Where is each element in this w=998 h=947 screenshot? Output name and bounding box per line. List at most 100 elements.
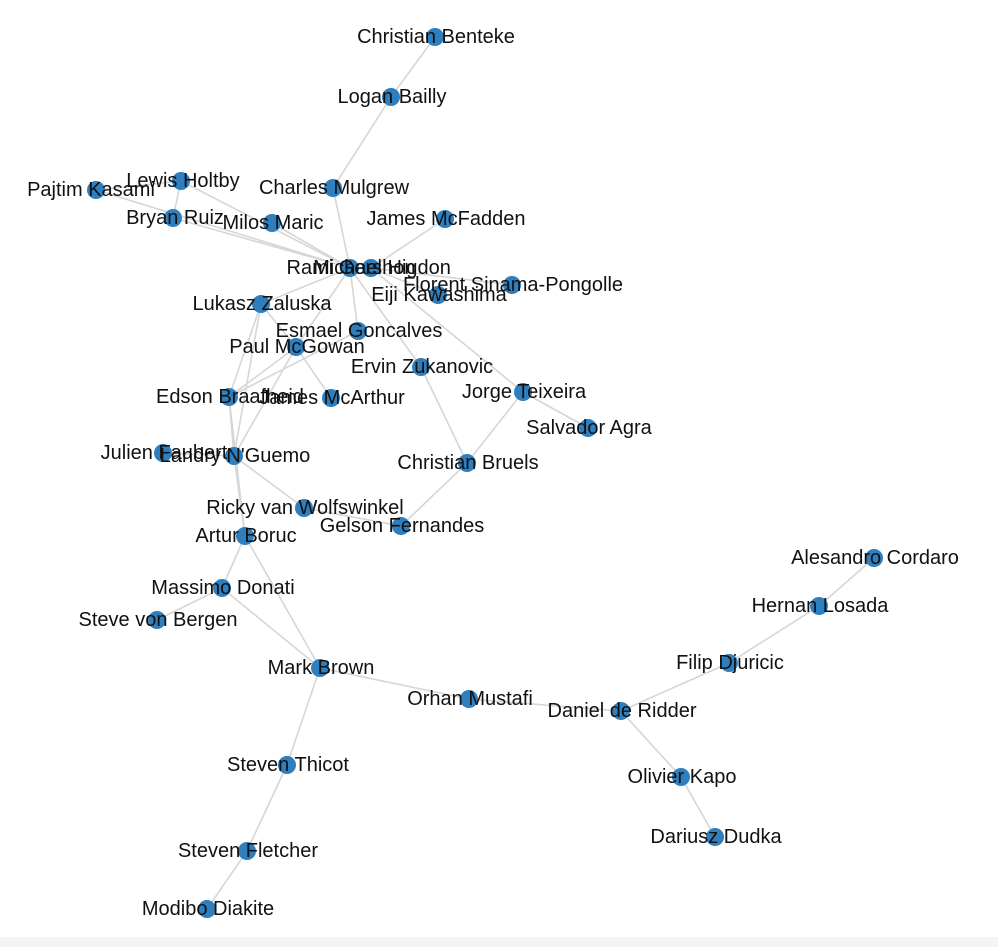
node-rami_gershon[interactable] xyxy=(341,259,359,277)
node-label-pajtim_kasami: Pajtim Kasami xyxy=(27,179,155,201)
node-label-bryan_ruiz: Bryan Ruiz xyxy=(126,207,224,229)
node-steven_thicot[interactable] xyxy=(278,756,296,774)
edge-hernan_losada-filip_djuricic xyxy=(728,605,820,664)
node-julien_faubert[interactable] xyxy=(154,444,172,462)
node-label-eiji_kawashima: Eiji Kawashima xyxy=(371,284,507,306)
edge-lukasz_zaluska-edson_braafheid xyxy=(228,303,262,398)
edge-orhan_mustafi-daniel_de_ridder xyxy=(468,698,622,712)
node-steve_von_bergen[interactable] xyxy=(148,611,166,629)
node-label-milos_maric: Milos Maric xyxy=(222,212,323,234)
node-orhan_mustafi[interactable] xyxy=(460,690,478,708)
edge-filip_djuricic-daniel_de_ridder xyxy=(620,662,730,712)
node-james_mcarthur[interactable] xyxy=(322,389,340,407)
node-milos_maric[interactable] xyxy=(263,214,281,232)
node-label-james_mcfadden: James McFadden xyxy=(367,208,526,230)
node-bryan_ruiz[interactable] xyxy=(164,209,182,227)
edge-paul_mcgowan-landry_nguemo xyxy=(233,346,297,457)
edge-paul_mcgowan-james_mcarthur xyxy=(295,346,332,399)
edge-landry_nguemo-ricky_van_wolfswinkel xyxy=(233,455,305,509)
node-label-daniel_de_ridder: Daniel de Ridder xyxy=(548,700,697,722)
node-florent_sinama_pongolle[interactable] xyxy=(503,276,521,294)
edge-rami_gershon-paul_mcgowan xyxy=(295,267,351,348)
node-michael_higdon[interactable] xyxy=(362,259,380,277)
edge-steven_fletcher-modibo_diakite xyxy=(206,850,248,910)
node-landry_nguemo[interactable] xyxy=(225,447,243,465)
edge-lukasz_zaluska-paul_mcgowan xyxy=(260,303,297,348)
edge-christian_bruels-gelson_fernandes xyxy=(400,462,468,527)
node-label-steven_thicot: Steven Thicot xyxy=(227,754,349,776)
node-paul_mcgowan[interactable] xyxy=(287,338,305,356)
edge-michael_higdon-eiji_kawashima xyxy=(370,267,439,296)
edge-massimo_donati-mark_brown xyxy=(221,587,321,669)
node-edson_braafheid[interactable] xyxy=(220,388,238,406)
node-label-ricky_van_wolfswinkel: Ricky van Wolfswinkel xyxy=(206,497,403,519)
node-christian_benteke[interactable] xyxy=(426,28,444,46)
node-label-landry_nguemo: Landry N'Guemo xyxy=(160,445,311,467)
node-olivier_kapo[interactable] xyxy=(672,768,690,786)
edge-olivier_kapo-dariusz_dudka xyxy=(680,776,716,838)
node-mark_brown[interactable] xyxy=(311,659,329,677)
node-gelson_fernandes[interactable] xyxy=(392,517,410,535)
node-christian_bruels[interactable] xyxy=(458,454,476,472)
node-charles_mulgrew[interactable] xyxy=(324,179,342,197)
edge-mark_brown-orhan_mustafi xyxy=(319,667,470,700)
node-esmael_goncalves[interactable] xyxy=(349,322,367,340)
node-james_mcfadden[interactable] xyxy=(436,210,454,228)
edge-esmael_goncalves-edson_braafheid xyxy=(228,330,359,398)
node-label-salvador_agra: Salvador Agra xyxy=(526,417,653,439)
node-label-christian_benteke: Christian Benteke xyxy=(357,26,515,48)
edge-milos_maric-rami_gershon xyxy=(271,222,351,269)
node-steven_fletcher[interactable] xyxy=(238,842,256,860)
edge-lukasz_zaluska-landry_nguemo xyxy=(233,303,262,457)
node-label-esmael_goncalves: Esmael Goncalves xyxy=(276,320,443,342)
edge-artur_boruc-mark_brown xyxy=(244,535,321,669)
node-lewis_holtby[interactable] xyxy=(172,172,190,190)
node-jorge_teixeira[interactable] xyxy=(514,383,532,401)
edge-rami_gershon-esmael_goncalves xyxy=(349,267,359,332)
edge-landry_nguemo-artur_boruc xyxy=(233,455,246,537)
node-label-ervin_zukanovic: Ervin Zukanovic xyxy=(351,356,493,378)
graph-labels: Christian Benteke Logan Bailly Charles Mul… xyxy=(27,26,959,920)
edge-daniel_de_ridder-olivier_kapo xyxy=(620,710,682,778)
node-label-steve_von_bergen: Steve von Bergen xyxy=(79,609,238,631)
node-label-alesandro_cordaro: Alesandro Cordaro xyxy=(791,547,959,569)
node-hernan_losada[interactable] xyxy=(810,597,828,615)
edge-rami_gershon-lukasz_zaluska xyxy=(260,267,351,305)
node-alesandro_cordaro[interactable] xyxy=(865,549,883,567)
edge-rami_gershon-ervin_zukanovic xyxy=(349,267,422,368)
node-label-mark_brown: Mark Brown xyxy=(268,657,375,679)
node-logan_bailly[interactable] xyxy=(382,88,400,106)
node-label-james_mcarthur: James McArthur xyxy=(259,387,405,409)
node-lukasz_zaluska[interactable] xyxy=(252,295,270,313)
node-label-julien_faubert: Julien Faubert xyxy=(101,442,228,464)
node-label-rami_gershon: Rami Gershon xyxy=(287,257,416,279)
edge-michael_higdon-florent_sinama_pongolle xyxy=(370,267,513,286)
node-label-dariusz_dudka: Dariusz Dudka xyxy=(650,826,782,848)
node-dariusz_dudka[interactable] xyxy=(706,828,724,846)
node-daniel_de_ridder[interactable] xyxy=(612,702,630,720)
node-label-filip_djuricic: Filip Djuricic xyxy=(676,652,784,674)
edge-christian_benteke-logan_bailly xyxy=(390,36,436,98)
node-artur_boruc[interactable] xyxy=(236,527,254,545)
graph-edges xyxy=(95,36,875,910)
node-ricky_van_wolfswinkel[interactable] xyxy=(295,499,313,517)
node-modibo_diakite[interactable] xyxy=(198,900,216,918)
node-ervin_zukanovic[interactable] xyxy=(412,358,430,376)
edge-ervin_zukanovic-christian_bruels xyxy=(420,366,468,464)
node-label-gelson_fernandes: Gelson Fernandes xyxy=(320,515,485,537)
node-eiji_kawashima[interactable] xyxy=(429,286,447,304)
node-label-jorge_teixeira: Jorge Teixeira xyxy=(462,381,587,403)
edge-julien_faubert-landry_nguemo xyxy=(162,452,235,457)
edge-paul_mcgowan-edson_braafheid xyxy=(228,346,297,398)
edge-jorge_teixeira-christian_bruels xyxy=(466,391,524,464)
node-label-lewis_holtby: Lewis Holtby xyxy=(126,170,239,192)
node-label-olivier_kapo: Olivier Kapo xyxy=(628,766,737,788)
node-massimo_donati[interactable] xyxy=(213,579,231,597)
edge-michael_higdon-jorge_teixeira xyxy=(370,267,524,393)
node-salvador_agra[interactable] xyxy=(579,419,597,437)
edge-ricky_van_wolfswinkel-gelson_fernandes xyxy=(303,507,402,527)
node-filip_djuricic[interactable] xyxy=(720,654,738,672)
edge-pajtim_kasami-rami_gershon xyxy=(95,189,351,269)
node-pajtim_kasami[interactable] xyxy=(87,181,105,199)
node-label-massimo_donati: Massimo Donati xyxy=(151,577,294,599)
